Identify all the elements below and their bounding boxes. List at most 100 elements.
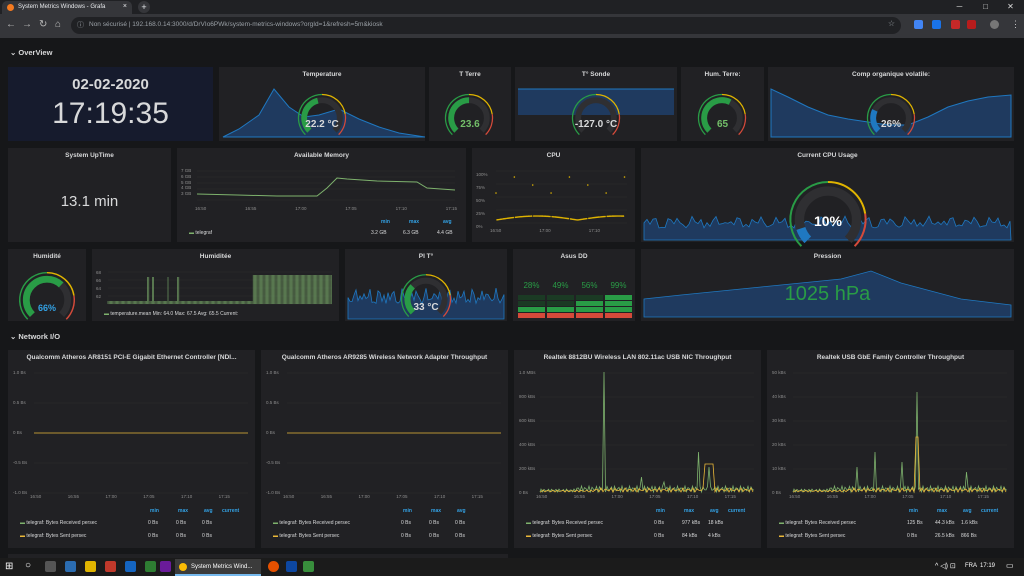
memory-xtick: 16:55	[245, 206, 257, 211]
network-legend-sent[interactable]: ▬ telegraf: Bytes Sent persec	[273, 533, 340, 539]
extension-red-icon[interactable]	[951, 20, 960, 29]
row-overview[interactable]: ⌄ OverView	[10, 48, 52, 57]
network-xtick: 17:10	[433, 494, 446, 499]
notifications-icon[interactable]: ▭	[1006, 561, 1014, 570]
not-secure-label: Non sécurisé	[89, 21, 127, 28]
extension-translate-icon[interactable]	[914, 20, 923, 29]
network-legend-sent[interactable]: ▬ telegraf: Bytes Sent persec	[779, 533, 846, 539]
close-window-button[interactable]: ✕	[1007, 2, 1014, 11]
network-legend-received[interactable]: ▬ telegraf: Bytes Received persec	[526, 520, 603, 526]
extension-shield-icon[interactable]	[967, 20, 976, 29]
menu-dots-icon[interactable]: ⋮	[1011, 19, 1020, 29]
network-legend-header[interactable]: max	[937, 508, 948, 514]
maximize-button[interactable]: □	[983, 2, 988, 11]
taskbar-active-window[interactable]: System Metrics Wind...	[175, 559, 261, 576]
extension-puzzle-icon[interactable]	[932, 20, 941, 29]
memory-legend-series[interactable]: ▬ telegraf	[189, 230, 213, 236]
app-icon[interactable]	[105, 561, 116, 572]
asus-bar-segment	[518, 295, 545, 300]
search-icon[interactable]: ○	[25, 560, 32, 571]
pression-title: Pression	[813, 253, 842, 260]
network-legend-sent[interactable]: ▬ telegraf: Bytes Sent persec	[526, 533, 593, 539]
network-legend-header[interactable]: min	[909, 508, 918, 514]
humiditee-panel: Humiditée 68 66 64 62 ▬ temperature.mean Mi…	[92, 249, 339, 321]
network-legend-header[interactable]: max	[684, 508, 695, 514]
network-xaxis: 16:50 16:55 17:00 17:05 17:10 17:15	[536, 494, 736, 499]
pit-sparkline	[347, 287, 505, 320]
app-icon[interactable]	[125, 561, 136, 572]
asus-value: 99%	[610, 281, 627, 290]
legend-value: 84 kBs	[682, 533, 698, 539]
new-tab-button[interactable]: +	[138, 1, 150, 13]
humiditee-chart	[107, 271, 332, 305]
network-xtick: 16:50	[789, 494, 801, 499]
comp-org-sparkline	[770, 88, 1012, 138]
language-indicator[interactable]: FRA	[965, 563, 977, 569]
app-icon[interactable]	[160, 561, 171, 572]
network-xaxis: 16:50 16:55 17:00 17:05 17:10 17:15	[30, 494, 230, 499]
cpu-ytick: 25%	[476, 211, 486, 216]
bookmark-star-icon[interactable]: ☆	[887, 19, 895, 28]
network-legend-header[interactable]: min	[656, 508, 665, 514]
humiditee-ytick: 66	[96, 278, 102, 283]
network-legend-header[interactable]: max	[178, 508, 189, 514]
cpu-usage-value: 10%	[813, 213, 843, 229]
folder-icon[interactable]	[85, 561, 96, 572]
browser-tab[interactable]: System Metrics Windows - Grafa ×	[2, 1, 132, 14]
network-legend-header[interactable]: current	[981, 508, 999, 514]
network-ytick: 10 kBs	[772, 466, 786, 471]
humidite-gauge-title: Humidité	[33, 253, 61, 260]
app-icon[interactable]	[303, 561, 314, 572]
memory-legend-min-header[interactable]: min	[381, 219, 390, 225]
network-panel: Realtek USB GbE Family Controller Throug…	[767, 350, 1014, 548]
temperature-title: Temperature	[302, 71, 342, 78]
network-xtick: 17:10	[939, 494, 952, 499]
home-icon[interactable]: ⌂	[55, 19, 62, 30]
network-legend-received[interactable]: ▬ telegraf: Bytes Received persec	[779, 520, 856, 526]
firefox-icon[interactable]	[268, 561, 279, 572]
memory-legend-avg-header[interactable]: avg	[443, 219, 452, 225]
network-legend-header[interactable]: avg	[204, 508, 213, 514]
temperature-sparkline	[222, 88, 426, 138]
windows-start-icon[interactable]: ⊞	[5, 561, 14, 572]
tray-icons[interactable]: ^ ◁) ⊡	[935, 563, 956, 570]
network-legend-header[interactable]: current	[728, 508, 746, 514]
close-tab-icon[interactable]: ×	[122, 3, 127, 10]
legend-value: 0 Bs	[429, 520, 440, 526]
network-legend-sent[interactable]: ▬ telegraf: Bytes Sent persec	[20, 533, 87, 539]
cpu-ytick: 100%	[476, 172, 488, 177]
back-icon[interactable]: ←	[6, 19, 16, 30]
forward-icon[interactable]: →	[22, 19, 32, 30]
network-panel: Qualcomm Atheros AR8151 PCI-E Gigabit Et…	[8, 350, 255, 548]
network-legend-received[interactable]: ▬ telegraf: Bytes Received persec	[20, 520, 97, 526]
memory-series-name: telegraf	[195, 230, 213, 236]
network-legend-header[interactable]: avg	[457, 508, 466, 514]
hum-terre-value: 65	[716, 119, 729, 130]
humiditee-legend[interactable]: ▬ temperature.mean Min: 64.0 Max: 67.5 A…	[104, 311, 239, 317]
network-legend-header[interactable]: avg	[710, 508, 719, 514]
memory-legend-max-header[interactable]: max	[409, 219, 420, 225]
asus-bar-segment	[576, 295, 603, 300]
cpu-xtick: 17:10	[588, 228, 600, 233]
minimize-button[interactable]: ─	[956, 2, 963, 11]
network-legend-header[interactable]: min	[403, 508, 412, 514]
network-legend-header[interactable]: min	[150, 508, 159, 514]
network-legend-header[interactable]: current	[222, 508, 240, 514]
address-bar[interactable]: ⓘ Non sécurisé | 192.168.0.14:3000/d/DrVI…	[71, 17, 901, 34]
profile-avatar[interactable]	[990, 20, 999, 29]
network-xtick: 17:10	[180, 494, 193, 499]
network-legend-header[interactable]: avg	[963, 508, 972, 514]
cpu-usage-panel: Current CPU Usage 10%	[641, 148, 1014, 247]
taskbar-clock[interactable]: 17:19	[980, 563, 996, 569]
task-view-icon[interactable]	[45, 561, 56, 572]
network-legend-received[interactable]: ▬ telegraf: Bytes Received persec	[273, 520, 350, 526]
reload-icon[interactable]: ↻	[39, 19, 48, 30]
app-icon[interactable]	[145, 561, 156, 572]
app-icon[interactable]	[65, 561, 76, 572]
asus-bar-segment	[605, 295, 632, 300]
mail-icon[interactable]	[286, 561, 297, 572]
row-network[interactable]: ⌄ Network I/O	[10, 332, 60, 341]
network-legend-header[interactable]: max	[431, 508, 442, 514]
network-ytick: 600 kBs	[519, 418, 536, 423]
uptime-title: System UpTime	[65, 152, 114, 159]
